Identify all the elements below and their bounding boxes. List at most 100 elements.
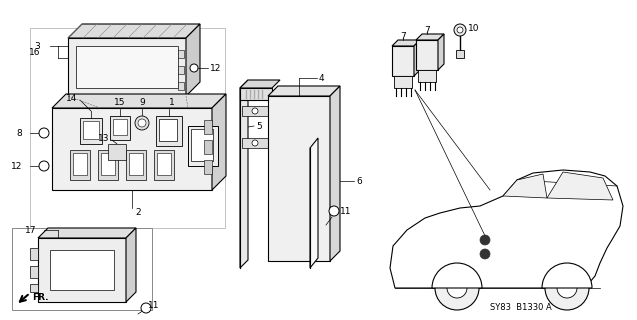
Polygon shape [268, 86, 340, 96]
Text: FR.: FR. [32, 293, 48, 302]
Bar [101, 153, 115, 175]
Bar [129, 153, 143, 175]
Text: 8: 8 [17, 129, 22, 138]
Bar [30, 248, 38, 260]
Polygon shape [547, 172, 613, 200]
Polygon shape [416, 34, 444, 40]
Text: 12: 12 [11, 162, 22, 171]
Text: 15: 15 [114, 98, 125, 107]
Circle shape [457, 27, 463, 33]
Polygon shape [68, 24, 200, 38]
Bar [242, 138, 268, 148]
Text: 16: 16 [29, 47, 40, 57]
Bar [12, 228, 152, 310]
Text: 12: 12 [210, 63, 222, 73]
Bar [98, 150, 118, 180]
Text: 5: 5 [256, 122, 262, 131]
Text: 9: 9 [139, 98, 145, 107]
Bar [52, 108, 212, 190]
Text: 14: 14 [66, 93, 78, 102]
Polygon shape [240, 80, 248, 268]
Bar [68, 38, 186, 96]
Bar [30, 266, 38, 278]
Bar [83, 121, 99, 139]
Text: 13: 13 [98, 133, 110, 142]
Circle shape [435, 266, 479, 310]
Bar [242, 106, 268, 116]
Text: 7: 7 [400, 31, 406, 41]
Bar [392, 46, 414, 76]
Circle shape [252, 140, 258, 146]
Polygon shape [212, 94, 226, 190]
Bar [191, 129, 213, 161]
Text: 2: 2 [135, 207, 141, 217]
Circle shape [141, 303, 151, 313]
Bar [73, 153, 87, 175]
Text: SY83  B1330 A: SY83 B1330 A [490, 303, 552, 313]
Polygon shape [390, 170, 623, 288]
Bar [157, 153, 171, 175]
Bar [80, 118, 102, 144]
Text: 11: 11 [340, 206, 352, 215]
Polygon shape [240, 88, 272, 100]
Polygon shape [186, 24, 200, 96]
Polygon shape [392, 40, 420, 46]
Polygon shape [414, 40, 420, 76]
Bar [30, 28, 225, 228]
Bar [76, 46, 178, 88]
Bar [178, 66, 184, 74]
Bar [108, 144, 126, 160]
Circle shape [557, 278, 577, 298]
Bar [110, 116, 130, 140]
Bar [113, 119, 127, 135]
Bar [38, 238, 126, 302]
Bar [178, 50, 184, 58]
Bar [159, 119, 177, 141]
Text: 4: 4 [319, 74, 325, 83]
Circle shape [454, 24, 466, 36]
Bar [204, 140, 212, 154]
Bar [154, 150, 174, 180]
Bar [50, 250, 114, 290]
Bar [30, 284, 38, 292]
Wedge shape [432, 263, 482, 288]
Text: 10: 10 [468, 23, 480, 33]
Circle shape [138, 119, 146, 127]
Text: 1: 1 [169, 98, 175, 107]
Text: 6: 6 [356, 177, 362, 186]
Bar [268, 96, 330, 261]
Wedge shape [542, 263, 592, 288]
Text: 7: 7 [424, 26, 430, 35]
Polygon shape [240, 80, 280, 88]
Bar [126, 150, 146, 180]
Circle shape [135, 116, 149, 130]
Bar [156, 116, 182, 146]
Circle shape [39, 128, 49, 138]
Bar [70, 150, 90, 180]
Bar [178, 82, 184, 90]
Polygon shape [330, 86, 340, 261]
Bar [394, 76, 412, 88]
Circle shape [329, 206, 339, 216]
Bar [188, 126, 218, 166]
Bar [204, 120, 212, 134]
Circle shape [39, 161, 49, 171]
Bar [418, 70, 436, 82]
Polygon shape [310, 138, 318, 268]
Circle shape [190, 64, 198, 72]
Circle shape [252, 108, 258, 114]
Circle shape [480, 235, 490, 245]
Circle shape [447, 278, 467, 298]
Text: 11: 11 [148, 301, 159, 310]
Bar [204, 160, 212, 174]
Circle shape [545, 266, 589, 310]
Polygon shape [503, 174, 547, 198]
Polygon shape [38, 228, 136, 238]
Bar [416, 40, 438, 70]
Bar [456, 50, 464, 58]
Text: 3: 3 [34, 42, 40, 51]
Circle shape [480, 249, 490, 259]
Text: 17: 17 [24, 226, 36, 235]
Polygon shape [438, 34, 444, 70]
Polygon shape [126, 228, 136, 302]
